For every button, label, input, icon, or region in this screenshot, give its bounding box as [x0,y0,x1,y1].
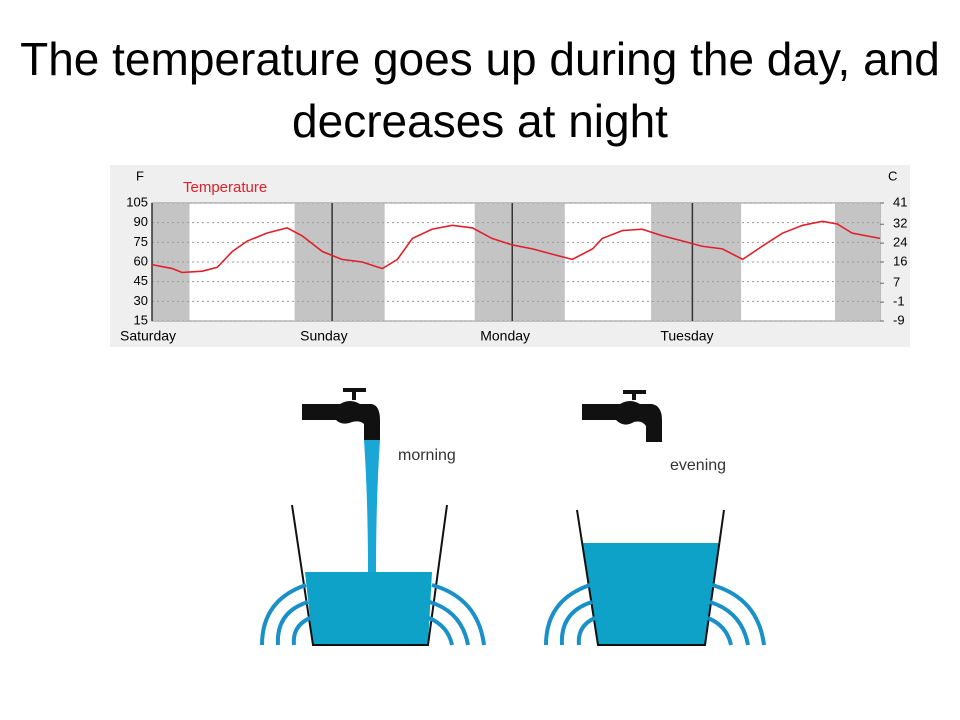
temperature-line [151,220,881,274]
y2-tick-label: 32 [893,216,907,231]
y2-tick-label: 24 [893,235,907,250]
y-axis-label: F [136,168,144,183]
y-tick-label: 75 [134,234,148,249]
y2-tick-label: 41 [893,194,907,209]
slide-title: The temperature goes up during the day, … [20,33,940,147]
y-tick-label: 60 [134,253,148,268]
ripples [260,583,486,646]
y2-tick-label: 16 [893,253,907,268]
water-stream [364,440,380,572]
y2-tick-label: -9 [893,312,905,327]
y2-axis-label: C [888,168,897,183]
faucet [302,401,380,440]
label-morning: morning [398,447,456,464]
bucket [291,504,448,646]
y2-tick-label: -1 [893,294,905,309]
chart-title: Temperature [183,179,267,196]
water [305,572,432,645]
x-tick-label: Monday [480,328,530,344]
night-band [294,203,385,321]
ripples [544,583,766,646]
y-tick-label: 45 [134,273,148,288]
illustration: morning evening [260,388,766,646]
faucet-handle [623,390,646,400]
y-tick-label: 30 [134,293,148,308]
y-tick-label: 105 [126,194,148,209]
faucet [582,401,662,442]
x-tick-label: Saturday [120,328,176,344]
y2-tick-label: 7 [893,275,900,290]
label-evening: evening [670,457,726,474]
x-tick-label: Tuesday [660,328,713,344]
night-band [651,203,742,321]
y-tick-label: 15 [134,312,148,327]
x-tick-label: Sunday [300,328,347,344]
bucket [576,509,725,646]
night-band [474,203,565,321]
faucet-handle [343,388,366,400]
y-tick-label: 90 [134,214,148,229]
water [582,543,720,645]
